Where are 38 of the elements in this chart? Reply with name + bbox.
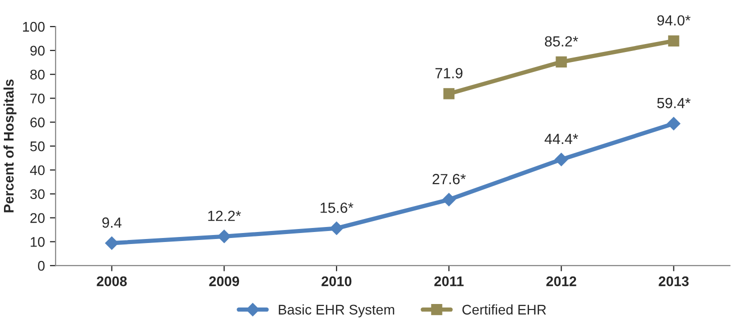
x-tick-label: 2011	[434, 276, 464, 286]
y-tick-label: 20	[30, 213, 45, 223]
y-axis-title: Percent of Hospitals	[3, 80, 16, 212]
y-tick-label: 80	[30, 70, 45, 80]
y-tick-label: 30	[30, 189, 45, 200]
point	[105, 236, 118, 250]
x-tick-label: 2013	[658, 276, 689, 286]
data-label: 12.2*	[208, 210, 241, 221]
data-label: 94.0*	[657, 15, 690, 26]
point	[218, 230, 231, 244]
point	[668, 35, 680, 46]
y-tick-label: 10	[30, 237, 45, 247]
data-label: 15.6*	[320, 202, 354, 213]
data-label: 27.6*	[432, 174, 466, 184]
y-tick-label: 60	[30, 118, 45, 128]
x-tick-label: 2009	[209, 276, 240, 286]
y-tick-label: 90	[30, 46, 45, 56]
data-label: 44.4*	[544, 134, 578, 144]
data-label: 71.9	[435, 68, 462, 78]
data-label: 59.4*	[657, 98, 690, 108]
point	[667, 117, 680, 130]
legend-label: Certified EHR	[462, 304, 546, 315]
y-tick-label: 0	[38, 260, 45, 271]
point	[442, 193, 456, 206]
y-tick-label: 70	[30, 94, 45, 104]
x-tick-label: 2010	[322, 276, 352, 286]
data-label: 9.4	[102, 217, 122, 228]
point	[556, 56, 567, 68]
point	[330, 222, 344, 235]
y-tick-label: 50	[30, 141, 45, 152]
data-label: 85.2*	[544, 36, 578, 47]
y-tick-label: 100	[23, 22, 45, 32]
point	[443, 88, 454, 100]
x-tick-label: 2012	[546, 276, 576, 286]
x-tick-label: 2008	[96, 276, 127, 286]
y-tick-label: 40	[30, 165, 45, 176]
point	[554, 152, 568, 166]
legend-label: Basic EHR System	[278, 304, 394, 318]
